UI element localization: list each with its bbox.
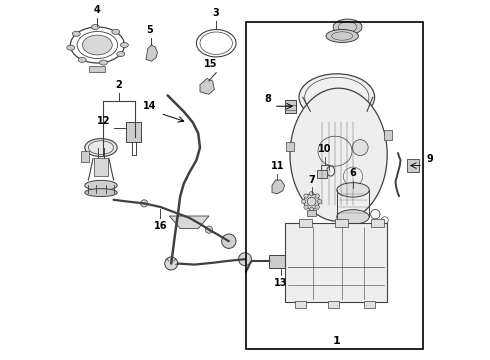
Bar <box>245 22 423 349</box>
Bar <box>285 100 296 113</box>
Text: 6: 6 <box>350 168 356 179</box>
Ellipse shape <box>326 30 358 42</box>
Ellipse shape <box>112 29 120 34</box>
Ellipse shape <box>82 35 112 55</box>
Circle shape <box>304 194 319 210</box>
Polygon shape <box>272 180 285 194</box>
Ellipse shape <box>299 74 374 121</box>
Circle shape <box>304 194 308 198</box>
Text: 7: 7 <box>308 175 315 185</box>
Bar <box>286 142 294 151</box>
Text: 4: 4 <box>94 5 101 15</box>
Circle shape <box>315 205 319 210</box>
Circle shape <box>141 200 148 207</box>
Text: 15: 15 <box>204 59 218 69</box>
Bar <box>81 151 89 162</box>
Bar <box>364 301 374 308</box>
Bar <box>270 255 291 268</box>
Polygon shape <box>200 78 215 94</box>
Circle shape <box>304 205 308 210</box>
Ellipse shape <box>73 31 80 36</box>
Text: 1: 1 <box>333 336 341 346</box>
Text: 11: 11 <box>270 161 284 171</box>
Circle shape <box>301 199 306 204</box>
Circle shape <box>205 226 213 233</box>
Ellipse shape <box>337 183 369 197</box>
Text: 8: 8 <box>264 94 271 104</box>
Ellipse shape <box>290 88 387 221</box>
Ellipse shape <box>121 42 128 48</box>
Bar <box>299 219 312 227</box>
Ellipse shape <box>67 45 74 50</box>
Ellipse shape <box>85 189 117 197</box>
Circle shape <box>315 194 319 198</box>
Ellipse shape <box>85 139 117 157</box>
Ellipse shape <box>337 210 369 224</box>
Bar <box>335 219 347 227</box>
Bar <box>94 158 108 176</box>
Circle shape <box>239 253 251 266</box>
Ellipse shape <box>117 51 125 57</box>
Text: 12: 12 <box>97 116 110 126</box>
Circle shape <box>221 234 236 248</box>
Bar <box>295 301 306 308</box>
Text: 2: 2 <box>116 80 122 90</box>
Bar <box>328 301 339 308</box>
Circle shape <box>310 192 314 196</box>
Bar <box>90 66 105 72</box>
Ellipse shape <box>92 24 99 30</box>
Ellipse shape <box>85 180 117 190</box>
Bar <box>384 130 392 140</box>
Polygon shape <box>170 216 209 229</box>
Circle shape <box>352 140 368 156</box>
Text: 14: 14 <box>143 101 157 111</box>
Ellipse shape <box>99 60 107 65</box>
Text: 3: 3 <box>213 8 220 18</box>
Bar <box>307 210 316 216</box>
Text: 13: 13 <box>274 278 288 288</box>
Bar <box>371 219 384 227</box>
Bar <box>317 170 327 178</box>
Text: 9: 9 <box>426 154 433 164</box>
Bar <box>407 159 418 172</box>
Circle shape <box>310 207 314 212</box>
Polygon shape <box>146 45 157 61</box>
Bar <box>126 122 141 142</box>
Text: 5: 5 <box>146 25 153 35</box>
Ellipse shape <box>78 57 86 62</box>
Circle shape <box>318 199 321 204</box>
Ellipse shape <box>333 19 362 35</box>
Bar <box>285 223 387 302</box>
Circle shape <box>165 257 178 270</box>
Text: 16: 16 <box>154 221 167 231</box>
Text: 10: 10 <box>318 144 332 154</box>
